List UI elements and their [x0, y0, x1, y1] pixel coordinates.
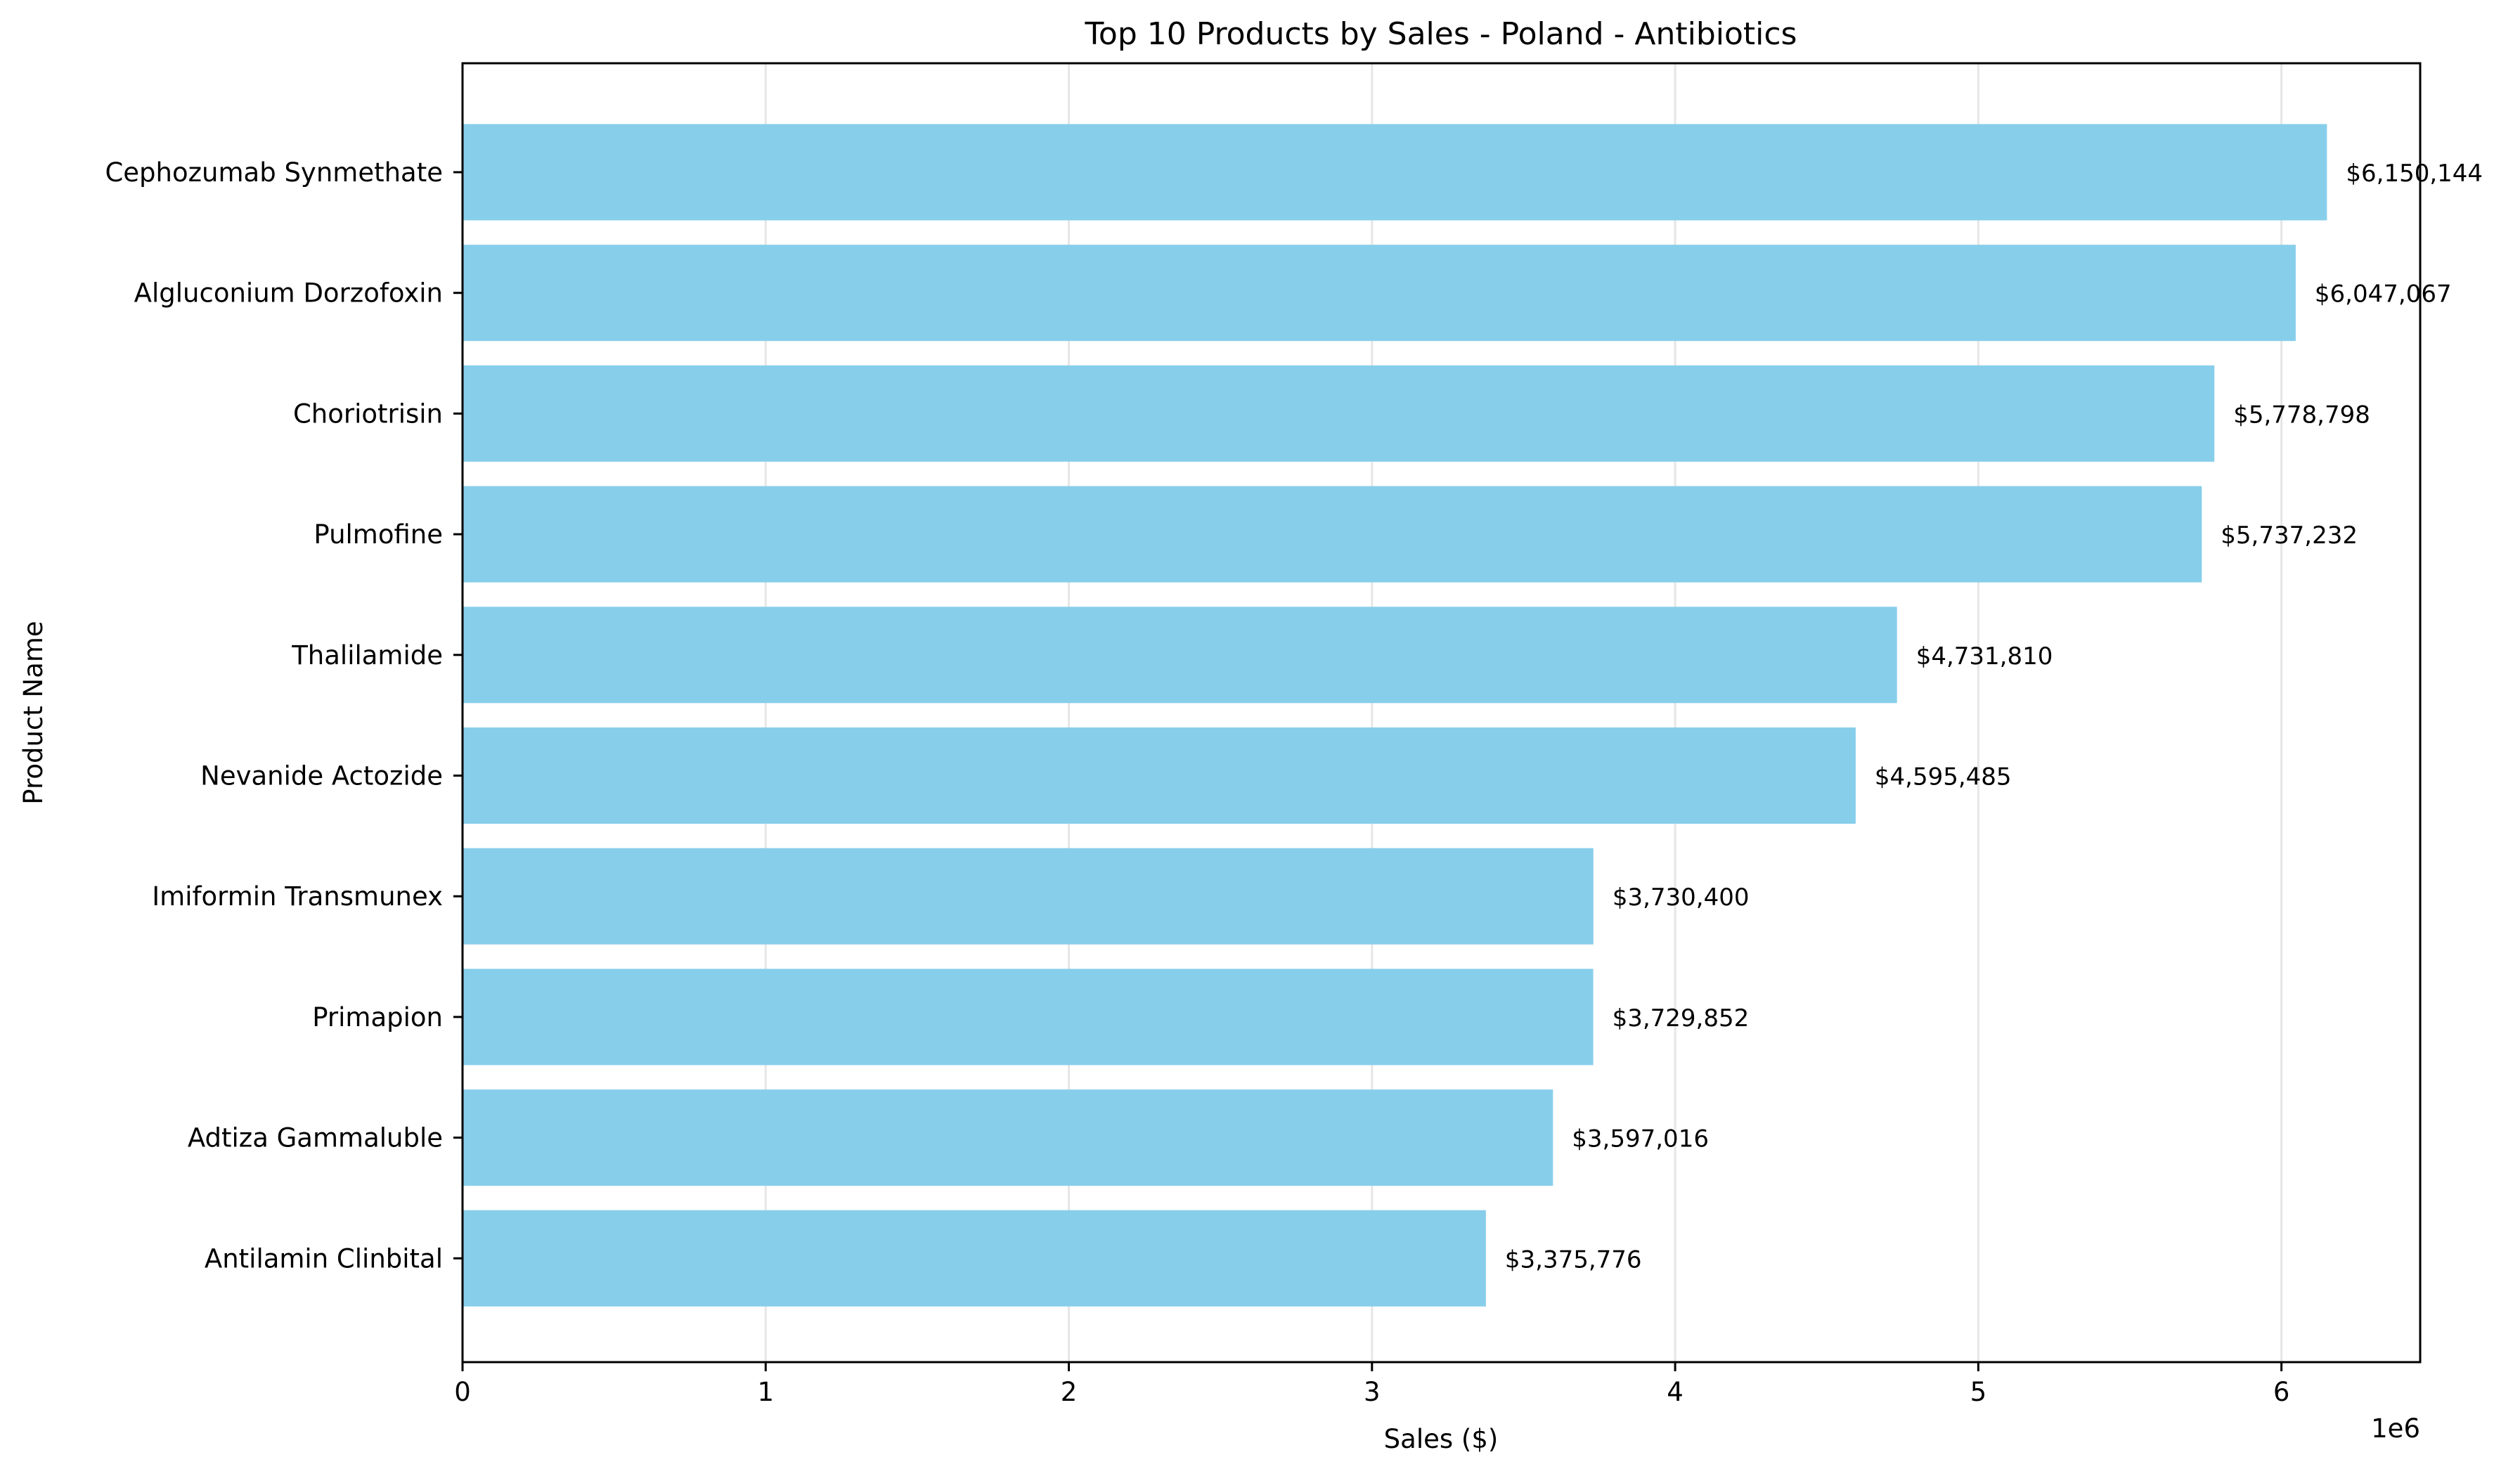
x-tick-label: 2 [1061, 1377, 1078, 1407]
x-tick-label: 3 [1364, 1377, 1381, 1407]
x-axis-offset-text: 1e6 [2371, 1413, 2420, 1444]
chart-title: Top 10 Products by Sales - Poland - Anti… [1085, 16, 1797, 52]
bar-value-label: $5,778,798 [2233, 401, 2370, 429]
bar [463, 607, 1897, 704]
bar-value-label: $4,595,485 [1875, 763, 2012, 791]
y-axis-ticks: Cephozumab Synmethate Algluconium Dorzofo… [105, 157, 463, 1274]
x-tick-label: 5 [1970, 1377, 1987, 1407]
y-tick-label: Primapion [312, 1002, 443, 1032]
y-tick-label: Adtiza Gammaluble [188, 1123, 443, 1153]
plot-frame [461, 62, 2422, 1364]
y-tick-label: Imiformin Transmunex [152, 881, 443, 912]
bar [463, 245, 2296, 342]
bar [463, 1210, 1486, 1307]
bar [463, 969, 1594, 1066]
value-labels: $6,150,144 $6,047,067 $5,778,798 $5,737,232… [1505, 160, 2483, 1274]
y-tick-label: Algluconium Dorzofoxin [134, 278, 443, 309]
x-tick-label: 0 [454, 1377, 471, 1407]
bar [463, 124, 2327, 221]
x-axis-label: Sales ($) [1384, 1424, 1499, 1454]
bar-value-label: $3,729,852 [1613, 1004, 1750, 1032]
y-tick-label: Cephozumab Synmethate [105, 157, 443, 188]
bar-value-label: $3,730,400 [1613, 883, 1750, 912]
bar [463, 848, 1594, 945]
y-tick-label: Thalilamide [291, 640, 443, 671]
x-axis-ticks: 0 1 2 3 4 5 6 [454, 1362, 2289, 1407]
x-tick-label: 6 [2273, 1377, 2290, 1407]
bar [463, 1089, 1553, 1186]
bar-value-label: $3,375,776 [1505, 1245, 1642, 1274]
bar [463, 486, 2202, 583]
x-tick-label: 4 [1667, 1377, 1684, 1407]
bar-value-label: $5,737,232 [2221, 522, 2358, 550]
bar [463, 365, 2215, 462]
bar-value-label: $6,150,144 [2346, 160, 2483, 188]
y-tick-label: Choriotrisin [293, 399, 443, 429]
x-tick-label: 1 [757, 1377, 774, 1407]
bar-value-label: $3,597,016 [1572, 1125, 1709, 1153]
bar-value-label: $4,731,810 [1916, 642, 2053, 671]
bars [463, 124, 2327, 1307]
y-axis-label: Product Name [18, 621, 49, 804]
bar [463, 727, 1856, 824]
y-tick-label: Nevanide Actozide [200, 761, 443, 791]
y-tick-label: Antilamin Clinbital [205, 1243, 443, 1274]
y-tick-label: Pulmofine [314, 519, 443, 550]
bar-value-label: $6,047,067 [2315, 280, 2452, 309]
